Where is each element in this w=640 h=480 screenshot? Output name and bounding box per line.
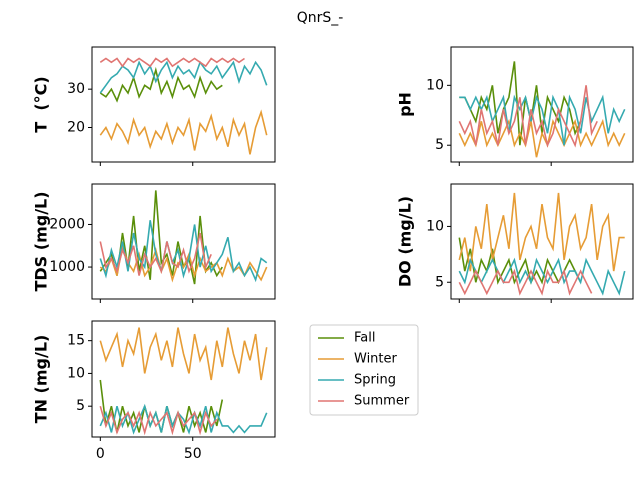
series-line: [458, 257, 626, 296]
y-tick-label: 5: [76, 398, 85, 414]
series-line: [99, 57, 245, 68]
series-line: [99, 405, 218, 436]
legend: Fall Winter Spring Summer: [309, 324, 419, 416]
y-tick-label: 5: [435, 274, 444, 290]
series-line: [99, 109, 268, 155]
legend-label: Spring: [354, 373, 396, 388]
y-tick-label: 1000: [49, 259, 85, 275]
axes-frame: [91, 183, 276, 300]
legend-label: Winter: [354, 352, 398, 367]
x-tick-label: 0: [96, 446, 105, 462]
legend-label: Fall: [354, 331, 375, 346]
series-line: [458, 192, 625, 272]
series-line: [99, 220, 268, 283]
series-line: [458, 85, 598, 148]
series-line: [99, 327, 268, 381]
axes-frame: [450, 46, 634, 163]
y-tick-label: 20: [67, 120, 85, 136]
series-line: [99, 403, 268, 435]
y-axis-label: T (°C): [32, 76, 51, 132]
series-line: [99, 66, 223, 103]
legend-label: Summer: [354, 394, 410, 409]
y-tick-label: 2000: [49, 216, 85, 232]
y-tick-label: 15: [67, 333, 85, 349]
figure-title: QnrS_-: [297, 10, 344, 26]
y-tick-label: 30: [67, 81, 85, 97]
series-line: [99, 379, 224, 433]
y-tick-label: 10: [426, 77, 444, 93]
y-axis-label: DO (mg/L): [396, 196, 415, 287]
y-axis-label: pH: [396, 92, 415, 117]
axes-frame: [450, 183, 634, 300]
y-tick-label: 10: [67, 365, 85, 381]
y-axis-label: TDS (mg/L): [32, 191, 51, 291]
series-line: [99, 60, 268, 94]
legend-box: [309, 324, 419, 416]
x-tick-label: 50: [184, 446, 202, 462]
axes-frame: [91, 320, 276, 438]
axes-frame: [91, 46, 276, 163]
series-line: [458, 268, 593, 296]
series-line: [459, 94, 626, 146]
y-tick-label: 5: [435, 137, 444, 153]
series-line: [458, 118, 626, 158]
y-tick-label: 10: [426, 218, 444, 234]
series-line: [99, 232, 212, 276]
y-axis-label: TN (mg/L): [32, 335, 51, 424]
